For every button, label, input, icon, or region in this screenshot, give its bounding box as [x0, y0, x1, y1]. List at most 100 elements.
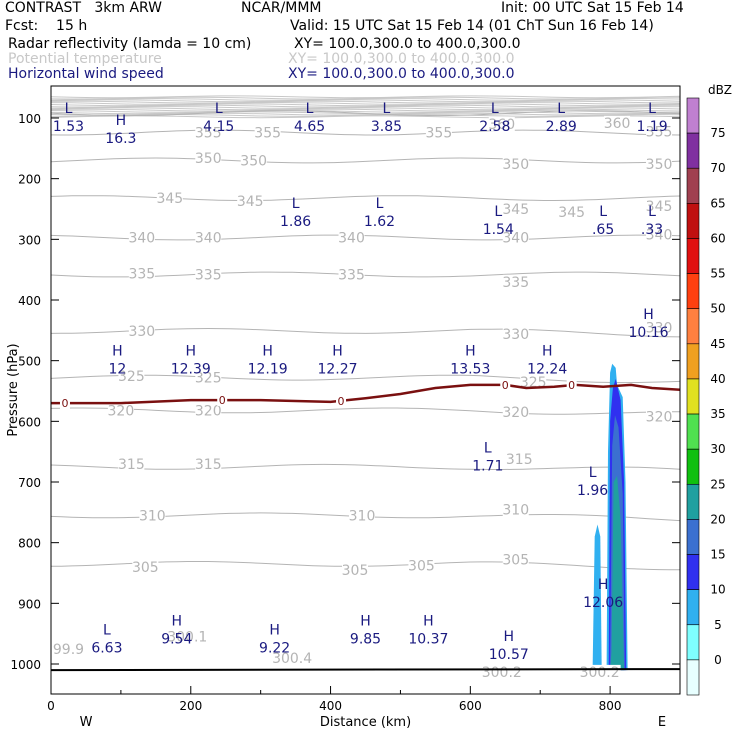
plot-layer: 360 360 355 355 355 355 350 350 350 350 345 345 345 3… — [51, 95, 680, 681]
theta-label: 350 — [502, 157, 529, 173]
freezing-label-bg — [217, 394, 228, 407]
theta-label: 310 — [139, 508, 166, 524]
x-tick-label: 400 — [319, 699, 342, 713]
wind-extremum-type: L — [383, 101, 391, 117]
forecast-hour: Fcst: 15 h — [5, 18, 88, 34]
wind-extremum-value: 9.85 — [350, 632, 381, 648]
theta-label-bg — [107, 403, 134, 418]
wind-extremum-value: 1.19 — [636, 119, 667, 135]
wind-extremum-type: H — [542, 344, 553, 360]
theta-label: 325 — [195, 371, 222, 387]
reflectivity-cell — [592, 524, 602, 671]
theta-label: 300.2 — [482, 665, 522, 681]
colorbar-swatch — [686, 132, 700, 169]
theta-label: 360 — [604, 116, 631, 132]
theta-contour — [51, 195, 680, 201]
theta-label-bg — [342, 562, 369, 577]
wind-extremum-value: 9.22 — [259, 641, 290, 657]
colorbar-level-label: 70 — [710, 161, 725, 175]
theta-label-bg — [118, 368, 145, 383]
theta-label-bg — [338, 230, 365, 245]
theta-label: 355 — [195, 126, 222, 142]
y-tick-label: 500 — [18, 355, 41, 369]
theta-contour — [51, 110, 680, 117]
theta-label-bg — [502, 230, 529, 245]
colorbar-level-label: 65 — [710, 196, 725, 210]
freezing-level-label: 0 — [61, 397, 68, 410]
wind-extremum-value: 12 — [108, 362, 126, 378]
theta-label-bg — [139, 508, 166, 523]
freezing-level-label: 0 — [219, 394, 226, 407]
colorbar-level-label: 0 — [714, 653, 722, 667]
y-tick-label: 300 — [18, 233, 41, 247]
theta-label-bg — [166, 629, 209, 644]
theta-label-bg — [195, 267, 222, 282]
theta-label: 305 — [342, 563, 369, 579]
theta-upper-contour — [51, 115, 680, 119]
theta-contour — [51, 157, 680, 164]
theta-label: 330 — [128, 324, 155, 340]
theta-label: 350 — [240, 153, 267, 169]
theta-label-bg — [338, 267, 365, 282]
freezing-level-label: 0 — [338, 395, 345, 408]
init-time: Init: 00 UTC Sat 15 Feb 14 — [501, 0, 684, 16]
theta-label: 355 — [254, 126, 281, 142]
theta-upper-contour — [51, 107, 680, 111]
valid-time: Valid: 15 UTC Sat 15 Feb 14 (01 ChT Sun … — [290, 18, 654, 34]
theta-label: 340 — [502, 231, 529, 247]
wind-extremum-value: 3.85 — [371, 119, 402, 135]
theta-label-bg — [520, 374, 547, 389]
wind-extremum-value: 13.53 — [450, 362, 490, 378]
colorbar-swatch — [686, 167, 700, 204]
wind-extremum-value: 6.63 — [91, 641, 122, 657]
freezing-level-label: 0 — [502, 379, 509, 392]
theta-label-bg — [502, 274, 529, 289]
theta-label: 350 — [195, 151, 222, 167]
wind-extremum-type: L — [65, 101, 73, 117]
wind-extremum-type: H — [186, 344, 197, 360]
theta-label: 345 — [156, 191, 183, 207]
wind-extremum-type: H — [360, 614, 371, 630]
theta-label-bg — [502, 202, 529, 216]
theta-label-bg — [646, 198, 673, 213]
colorbar-swatch — [686, 413, 700, 450]
theta-label-bg — [195, 230, 222, 245]
wind-extremum-type: H — [504, 629, 515, 645]
theta-label-bg — [195, 456, 222, 471]
wind-extremum-type: L — [376, 196, 384, 212]
wind-extremum-value: 1.54 — [483, 222, 514, 238]
wind-extremum-value: 10.57 — [489, 647, 529, 663]
theta-label-bg — [195, 370, 222, 385]
reflectivity-cell — [610, 475, 625, 671]
freezing-level-label: 0 — [568, 379, 575, 392]
theta-contour — [51, 407, 680, 415]
wind-extremum-value: 1.96 — [577, 483, 608, 499]
model-title: CONTRAST 3km ARW — [5, 0, 163, 16]
wind-extremum-value: 12.27 — [317, 362, 357, 378]
field-wind-xy: XY= 100.0,300.0 to 400.0,300.0 — [288, 66, 515, 82]
theta-label-bg — [156, 191, 183, 206]
wind-extremum-value: .65 — [592, 222, 614, 238]
theta-label-bg — [646, 409, 673, 424]
wind-extremum-type: H — [643, 307, 654, 323]
colorbar-swatch — [686, 378, 700, 415]
colorbar-swatch — [686, 624, 700, 661]
ground-surface — [51, 668, 680, 672]
wind-extremum-value: 12.19 — [248, 362, 288, 378]
freezing-label-bg — [566, 379, 577, 392]
theta-upper-contour — [51, 96, 680, 100]
x-tick-label: 200 — [179, 699, 202, 713]
colorbar-swatch — [686, 589, 700, 626]
theta-label: 360 — [488, 117, 515, 133]
theta-label: 335 — [338, 268, 365, 284]
wind-extremum-value: 4.15 — [203, 119, 234, 135]
theta-contour — [51, 374, 680, 384]
colorbar-swatch — [686, 273, 700, 310]
wind-extremum-type: H — [332, 344, 343, 360]
theta-label: 340 — [338, 231, 365, 247]
field-theta: Potential temperature — [8, 51, 162, 67]
wind-extremum-type: L — [494, 204, 502, 220]
theta-label-bg — [488, 117, 515, 132]
theta-label-bg — [502, 502, 529, 517]
wind-extremum-value: 12.24 — [527, 362, 567, 378]
